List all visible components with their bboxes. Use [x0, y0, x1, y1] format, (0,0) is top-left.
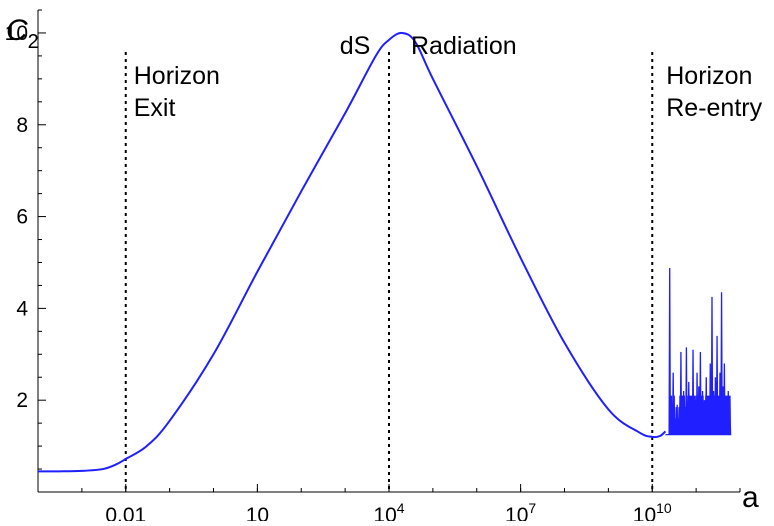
- y-tick-label: 4: [16, 297, 28, 320]
- annotation-text: Horizon: [666, 62, 752, 90]
- y-axis-title-sub: 2: [28, 31, 39, 53]
- x-tick-label: 104: [373, 500, 404, 521]
- annotations: Horizon Exit dS Radiation Horizon Re-entry: [134, 32, 763, 122]
- x-tick-label: 0.01: [105, 504, 146, 521]
- y-tick-label: 2: [16, 389, 28, 412]
- dotted-vertical-lines: [124, 52, 654, 492]
- x-tick-label: 107: [505, 500, 536, 521]
- y-tick-label: 6: [16, 206, 28, 229]
- annotation-text: dS: [340, 32, 371, 60]
- x-tick-label: 10: [246, 504, 269, 521]
- axis-titles: C2 a: [6, 14, 759, 514]
- y-axis-title: C2: [6, 14, 39, 53]
- y-tick-label: 10: [5, 22, 28, 45]
- y-axis-title-main: C: [6, 14, 28, 47]
- series-oscillation: [665, 267, 732, 436]
- x-axis-title: a: [742, 481, 759, 514]
- axes: 0.01 10 104 107 1010 2 4 6 8 10: [5, 9, 741, 526]
- series-line: [37, 31, 667, 473]
- annotation-text: Exit: [134, 94, 176, 122]
- annotation-text: Radiation: [411, 32, 517, 60]
- annotation-text: Horizon: [134, 62, 220, 90]
- y-tick-label: 8: [16, 114, 28, 137]
- series-layer: [37, 31, 732, 473]
- x-tick-label: 1010: [633, 500, 672, 521]
- annotation-text: Re-entry: [666, 94, 762, 122]
